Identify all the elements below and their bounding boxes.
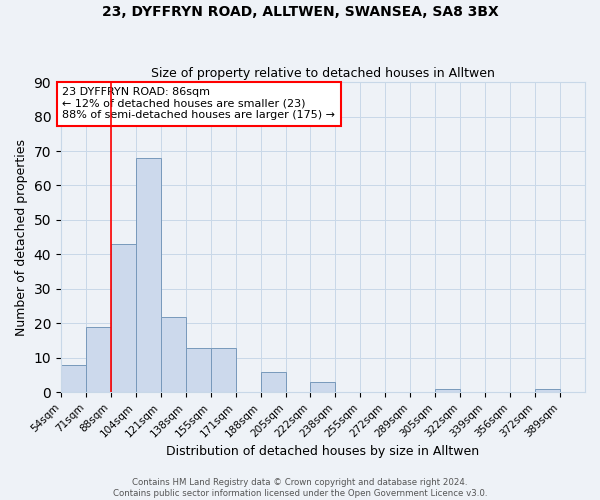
Bar <box>61 365 86 392</box>
Bar <box>260 372 286 392</box>
Bar <box>435 389 460 392</box>
Text: Contains HM Land Registry data © Crown copyright and database right 2024.
Contai: Contains HM Land Registry data © Crown c… <box>113 478 487 498</box>
Text: 23, DYFFRYN ROAD, ALLTWEN, SWANSEA, SA8 3BX: 23, DYFFRYN ROAD, ALLTWEN, SWANSEA, SA8 … <box>101 5 499 19</box>
Bar <box>185 348 211 393</box>
Bar <box>161 316 185 392</box>
Text: 23 DYFFRYN ROAD: 86sqm
← 12% of detached houses are smaller (23)
88% of semi-det: 23 DYFFRYN ROAD: 86sqm ← 12% of detached… <box>62 87 335 120</box>
Y-axis label: Number of detached properties: Number of detached properties <box>15 138 28 336</box>
Bar <box>86 327 111 392</box>
Bar <box>310 382 335 392</box>
Bar <box>111 244 136 392</box>
Bar <box>535 389 560 392</box>
Bar <box>136 158 161 392</box>
X-axis label: Distribution of detached houses by size in Alltwen: Distribution of detached houses by size … <box>166 444 479 458</box>
Title: Size of property relative to detached houses in Alltwen: Size of property relative to detached ho… <box>151 66 495 80</box>
Bar <box>211 348 236 393</box>
